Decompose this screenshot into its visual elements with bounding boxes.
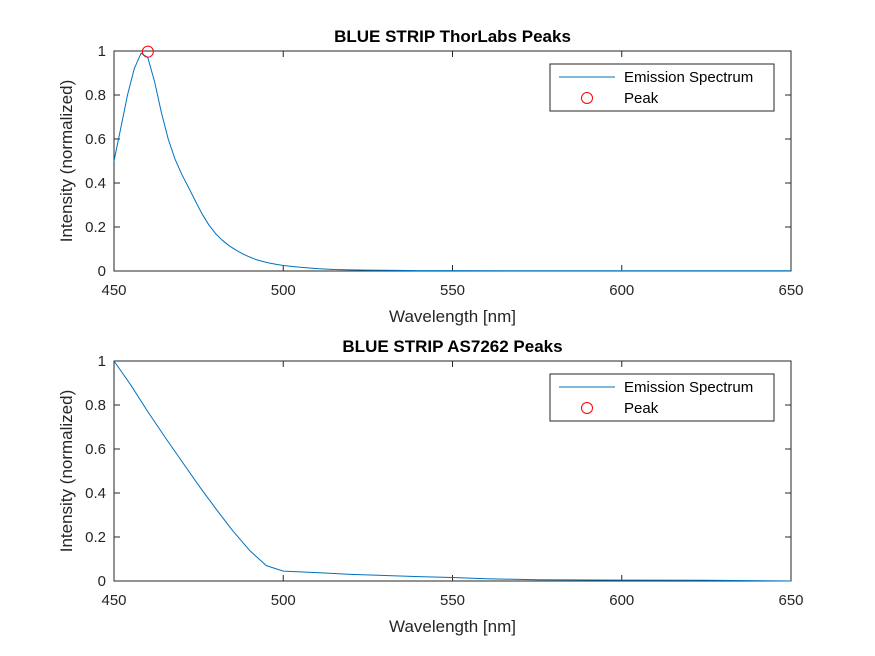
chart-0-title: BLUE STRIP ThorLabs Peaks	[334, 27, 571, 46]
chart-0-ytick-label: 0.4	[85, 175, 106, 192]
chart-0-legend-label: Peak	[624, 90, 659, 107]
chart-1-xtick-label: 450	[101, 592, 126, 609]
chart-1-ytick-label: 0.8	[85, 397, 106, 414]
chart-0: 450 500 550 600 650 0 0.2 0.4 0.6 0.8 1 BLUE STRIP …	[57, 27, 804, 326]
chart-1-series-line	[113, 360, 792, 582]
chart-1-xtick-label: 600	[609, 592, 634, 609]
chart-1-xtick-label: 650	[778, 592, 803, 609]
chart-0-series-line	[113, 52, 791, 272]
chart-1-xtick-label: 500	[271, 592, 296, 609]
chart-0-xtick-label: 550	[440, 282, 465, 299]
chart-1-ytick-label: 1	[98, 353, 106, 370]
chart-0-ytick-label: 0	[98, 263, 106, 280]
chart-1-title: BLUE STRIP AS7262 Peaks	[342, 337, 562, 356]
chart-1: 450 500 550 600 650 0 0.2 0.4 0.6 0.8 1 BLUE STRIP …	[57, 337, 804, 636]
plots: 450 500 550 600 650 0 0.2 0.4 0.6 0.8 1 BLUE STRIP …	[57, 27, 804, 636]
chart-1-ytick-label: 0.6	[85, 441, 106, 458]
chart-0-xtick-label: 600	[609, 282, 634, 299]
chart-1-xtick-label: 550	[440, 592, 465, 609]
chart-0-legend: Emission Spectrum Peak	[549, 63, 775, 112]
chart-0-ytick-label: 0.8	[85, 87, 106, 104]
chart-0-ytick-label: 0.6	[85, 131, 106, 148]
chart-0-legend-swatch-peak	[581, 92, 593, 104]
chart-0-peak-marker	[141, 45, 154, 58]
chart-0-legend-label: Emission Spectrum	[624, 69, 753, 86]
chart-0-xlabel: Wavelength [nm]	[389, 307, 516, 326]
chart-1-xlabel: Wavelength [nm]	[389, 617, 516, 636]
chart-0-xtick-label: 500	[271, 282, 296, 299]
chart-0-ylabel: Intensity (normalized)	[57, 80, 76, 243]
chart-1-legend-swatch-peak	[581, 402, 593, 414]
chart-1-legend-label: Peak	[624, 400, 659, 417]
chart-1-legend-box	[549, 373, 775, 422]
chart-1-ytick-label: 0	[98, 573, 106, 590]
chart-0-ytick-label: 1	[98, 43, 106, 60]
chart-1-legend-label: Emission Spectrum	[624, 379, 753, 396]
chart-0-ytick-label: 0.2	[85, 219, 106, 236]
chart-0-xtick-label: 450	[101, 282, 126, 299]
chart-1-ytick-label: 0.2	[85, 529, 106, 546]
chart-1-ytick-label: 0.4	[85, 485, 106, 502]
chart-0-xtick-label: 650	[778, 282, 803, 299]
chart-1-legend: Emission Spectrum Peak	[549, 373, 775, 422]
chart-1-ylabel: Intensity (normalized)	[57, 390, 76, 553]
